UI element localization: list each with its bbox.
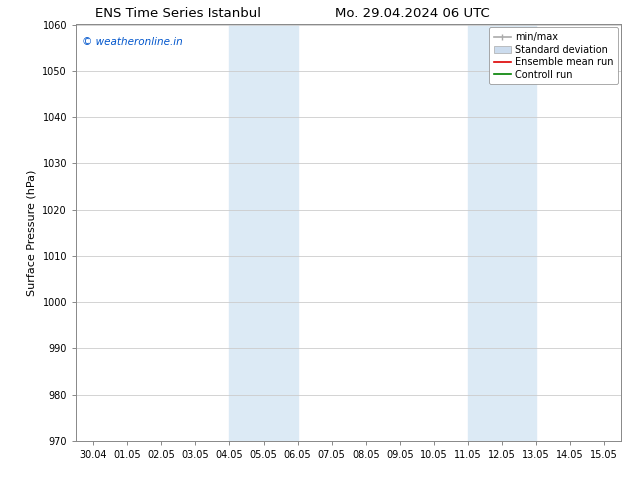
Y-axis label: Surface Pressure (hPa): Surface Pressure (hPa) [27,170,37,296]
Text: © weatheronline.in: © weatheronline.in [82,37,183,47]
Text: Mo. 29.04.2024 06 UTC: Mo. 29.04.2024 06 UTC [335,7,489,21]
Bar [468,24,536,441]
Text: ENS Time Series Istanbul: ENS Time Series Istanbul [94,7,261,21]
Legend: min/max, Standard deviation, Ensemble mean run, Controll run: min/max, Standard deviation, Ensemble me… [489,27,618,84]
Bar [230,24,297,441]
